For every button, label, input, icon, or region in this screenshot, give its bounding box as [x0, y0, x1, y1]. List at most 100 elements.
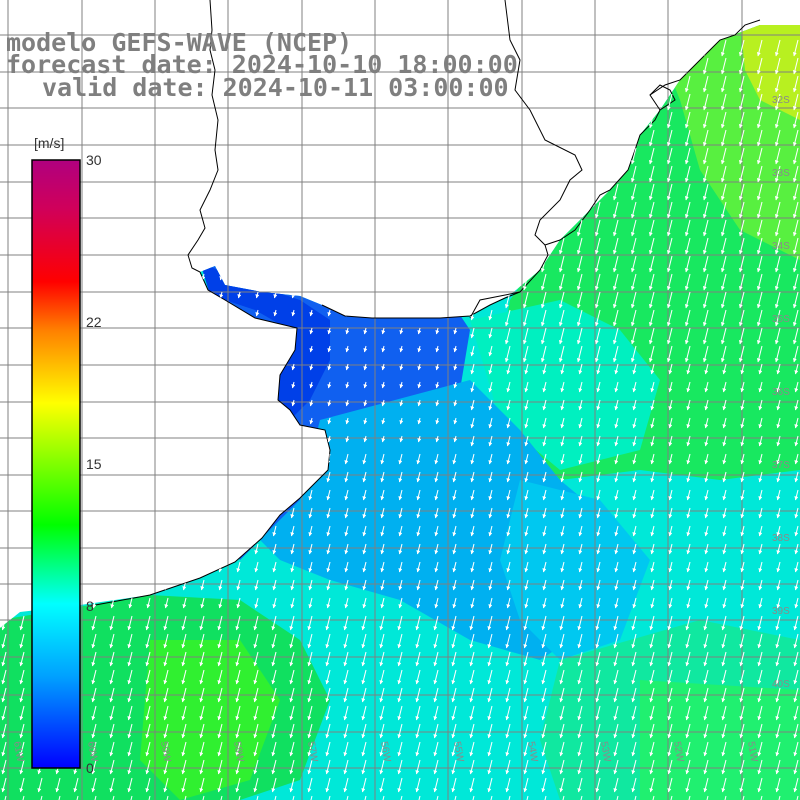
wind-arrow: [434, 525, 439, 537]
wind-arrow: [722, 597, 727, 609]
wind-arrow: [578, 363, 583, 375]
wind-arrow: [217, 615, 223, 631]
wind-arrow: [758, 579, 763, 591]
wind-arrow: [417, 345, 422, 353]
wind-arrow: [720, 165, 727, 183]
wind-arrow: [470, 363, 475, 375]
wind-arrow: [540, 291, 547, 309]
wind-arrow: [612, 273, 619, 291]
wind-arrow: [666, 309, 673, 327]
wind-arrow: [776, 579, 781, 591]
wind-arrow: [434, 597, 439, 609]
wind-arrow: [399, 363, 404, 371]
wind-arrow: [488, 309, 493, 321]
wind-arrow: [704, 453, 709, 465]
wind-arrow: [236, 561, 241, 573]
wind-arrow: [794, 561, 799, 573]
wind-arrow: [722, 543, 727, 555]
wind-arrow: [650, 543, 655, 555]
wind-arrow: [380, 489, 385, 501]
wind-arrow: [307, 615, 313, 631]
wind-arrow: [506, 597, 511, 609]
wind-arrow: [578, 453, 583, 465]
wind-arrow: [720, 255, 727, 273]
wind-arrow: [614, 579, 619, 591]
wind-arrow: [254, 597, 259, 609]
wind-arrow: [684, 183, 691, 201]
wind-arrow: [452, 489, 457, 501]
wind-arrow: [792, 255, 799, 273]
wind-arrow: [720, 273, 727, 291]
wind-arrow: [488, 471, 493, 483]
wind-arrow: [470, 435, 475, 447]
wind-arrow: [488, 525, 493, 537]
wind-arrow: [668, 453, 673, 465]
wind-arrow: [756, 255, 763, 273]
wind-arrow: [666, 165, 673, 183]
wind-arrow: [362, 579, 367, 591]
wind-arrow: [578, 489, 583, 501]
wind-arrow: [542, 363, 547, 375]
wind-arrow: [558, 237, 565, 255]
wind-arrow: [648, 327, 655, 345]
wind-arrow: [776, 453, 781, 465]
wind-arrow: [452, 579, 457, 591]
wind-arrow: [720, 39, 727, 57]
wind-arrow: [594, 219, 601, 237]
wind-arrow: [326, 471, 331, 483]
wind-arrow: [738, 93, 745, 111]
wind-arrow: [560, 399, 565, 411]
wind-arrow: [632, 381, 637, 393]
wind-arrow: [345, 417, 350, 425]
wind-arrow: [792, 219, 799, 237]
wind-arrow: [666, 291, 673, 309]
wind-arrow: [524, 381, 529, 393]
wind-arrow: [686, 543, 691, 555]
wind-arrow: [686, 561, 691, 573]
wind-arrow: [560, 363, 565, 375]
wind-arrow: [650, 453, 655, 465]
wind-arrow: [236, 579, 241, 591]
wind-arrow: [576, 291, 583, 309]
wind-arrow: [596, 525, 601, 537]
wind-arrow: [434, 453, 439, 465]
wind-arrow: [488, 543, 493, 555]
wind-arrow: [630, 291, 637, 309]
wind-arrow: [758, 507, 763, 519]
wind-arrow: [560, 417, 565, 429]
wind-arrow: [308, 489, 313, 501]
wind-arrow: [524, 507, 529, 519]
wind-arrow: [504, 345, 511, 363]
wind-arrow: [309, 399, 314, 407]
wind-arrow: [794, 381, 799, 393]
wind-arrow: [686, 507, 691, 519]
wind-arrow: [648, 219, 655, 237]
wind-arrow: [720, 327, 727, 345]
wind-arrow: [506, 525, 511, 537]
wind-arrow: [666, 219, 673, 237]
wind-arrow: [738, 129, 745, 147]
wind-arrow: [648, 291, 655, 309]
wind-arrow: [524, 525, 529, 537]
wind-arrow: [504, 327, 511, 345]
wind-arrow: [326, 489, 331, 501]
wind-arrow: [740, 435, 745, 447]
wind-arrow: [362, 507, 367, 519]
wind-arrow: [417, 381, 422, 389]
wind-arrow: [720, 111, 727, 129]
wind-arrow: [614, 381, 619, 393]
wind-arrow: [540, 273, 547, 291]
wind-arrow: [558, 345, 565, 363]
wind-arrow: [648, 309, 655, 327]
wind-arrow: [380, 507, 385, 519]
wind-arrow: [650, 399, 655, 411]
wind-arrow: [344, 561, 349, 573]
wind-arrow: [344, 489, 349, 501]
wind-arrow: [506, 561, 511, 573]
colorbar-tick-label: 15: [86, 456, 102, 472]
wind-arrow: [756, 219, 763, 237]
wind-arrow: [381, 345, 386, 353]
wind-arrow: [594, 255, 601, 273]
wind-arrow: [686, 435, 691, 447]
wind-arrow: [398, 561, 403, 573]
